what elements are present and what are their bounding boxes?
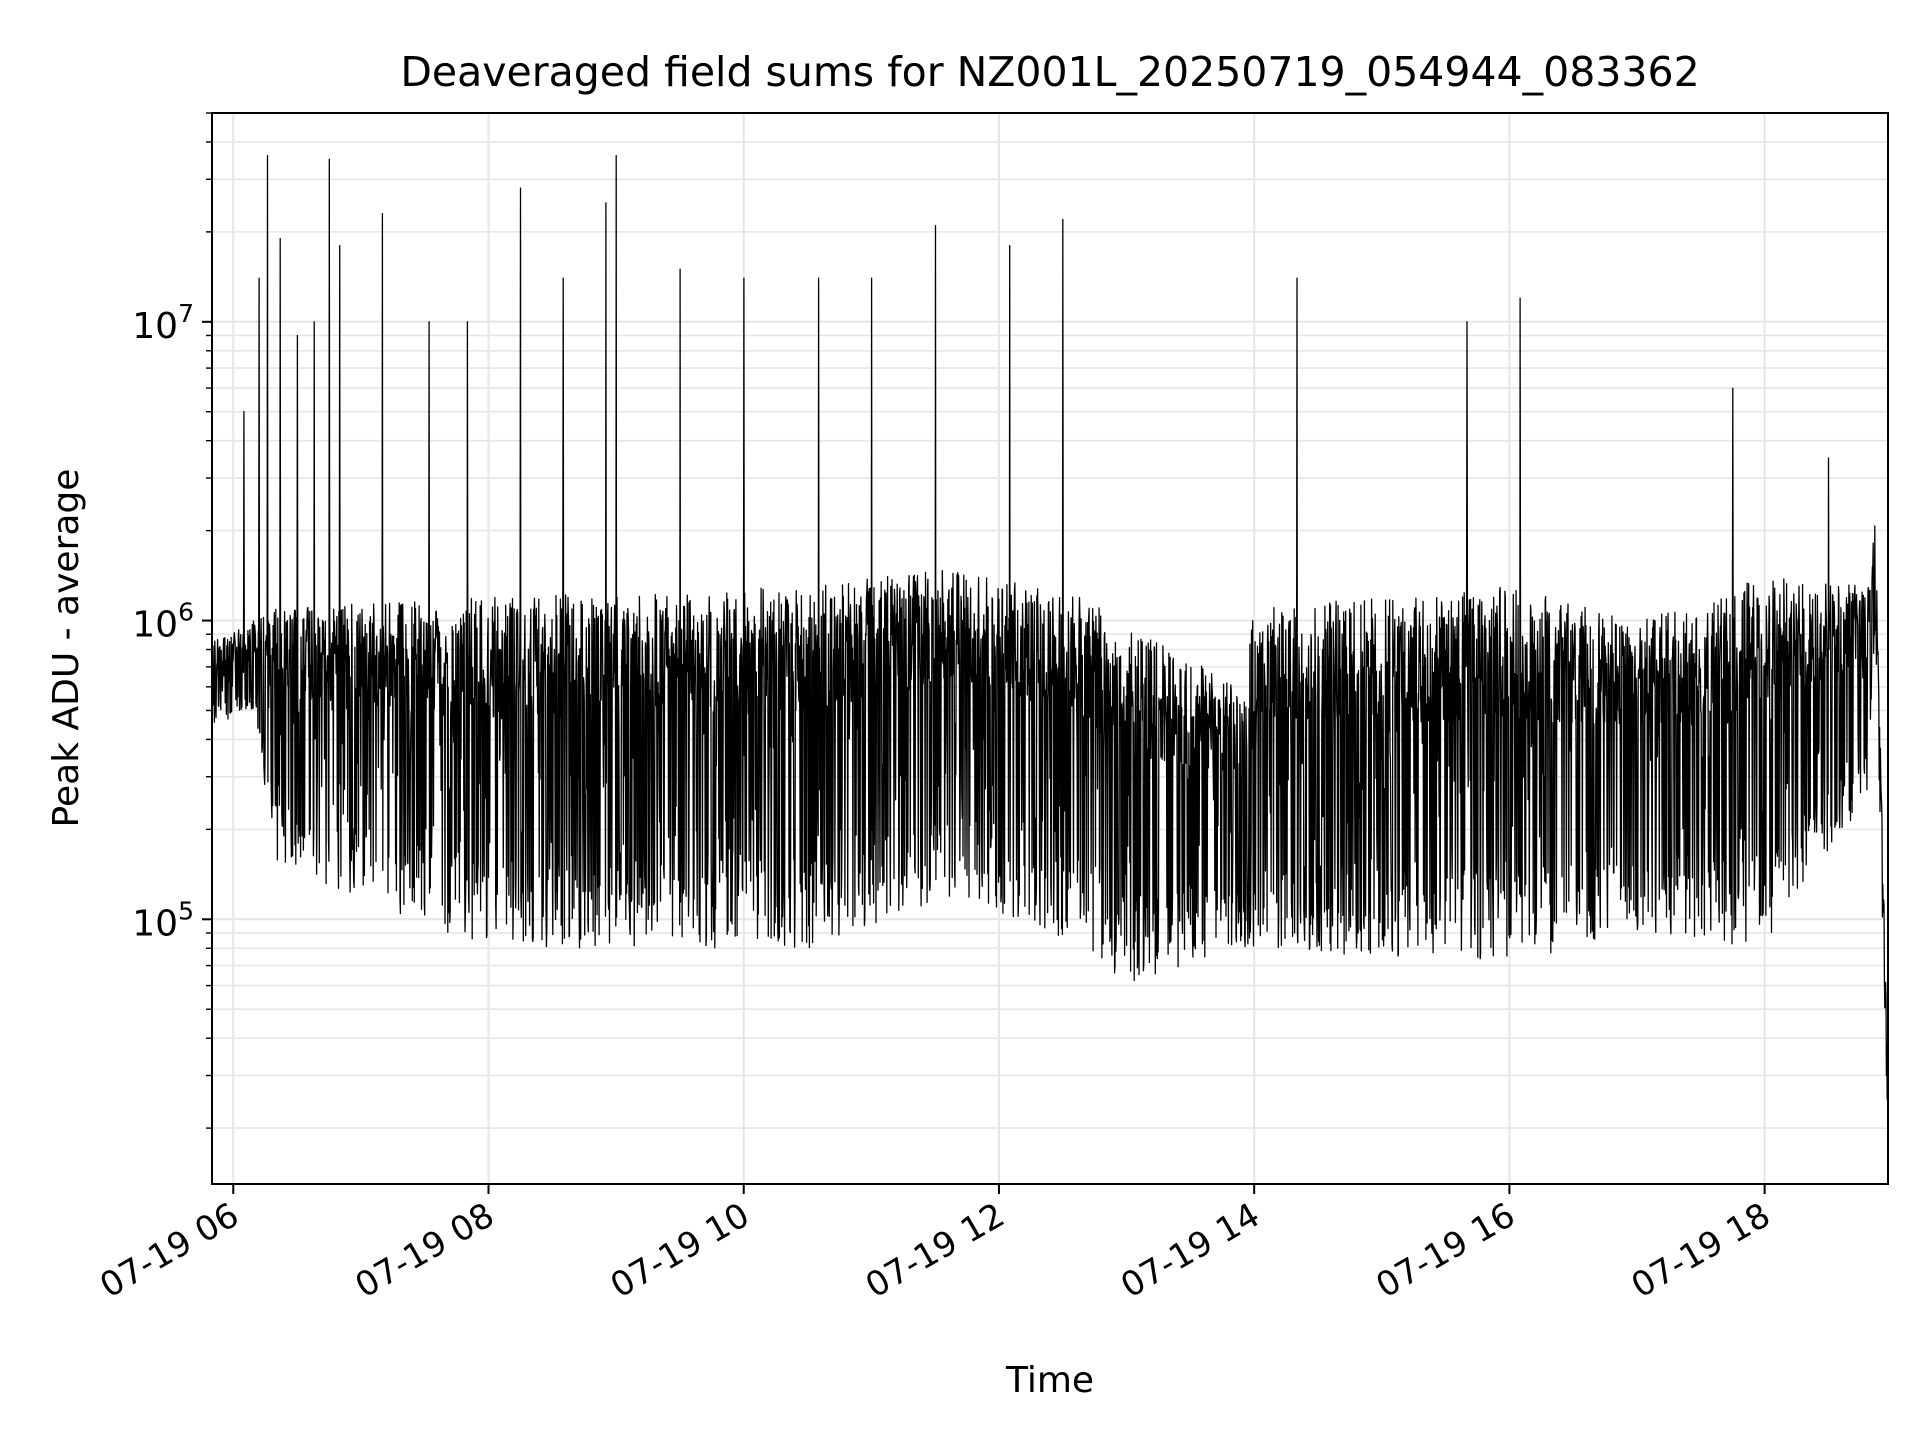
y-tick-label: 105 (132, 896, 194, 944)
y-axis-label: Peak ADU - average (46, 469, 87, 828)
x-axis-label: Time (1005, 1360, 1094, 1401)
chart-title: Deaveraged field sums for NZ001L_2025071… (400, 48, 1699, 96)
y-tick-label: 107 (132, 299, 194, 347)
series-line (211, 154, 1889, 1100)
plot-frame (211, 112, 1889, 1185)
y-tick-label: 106 (132, 598, 194, 646)
plot-area (211, 154, 1889, 1100)
